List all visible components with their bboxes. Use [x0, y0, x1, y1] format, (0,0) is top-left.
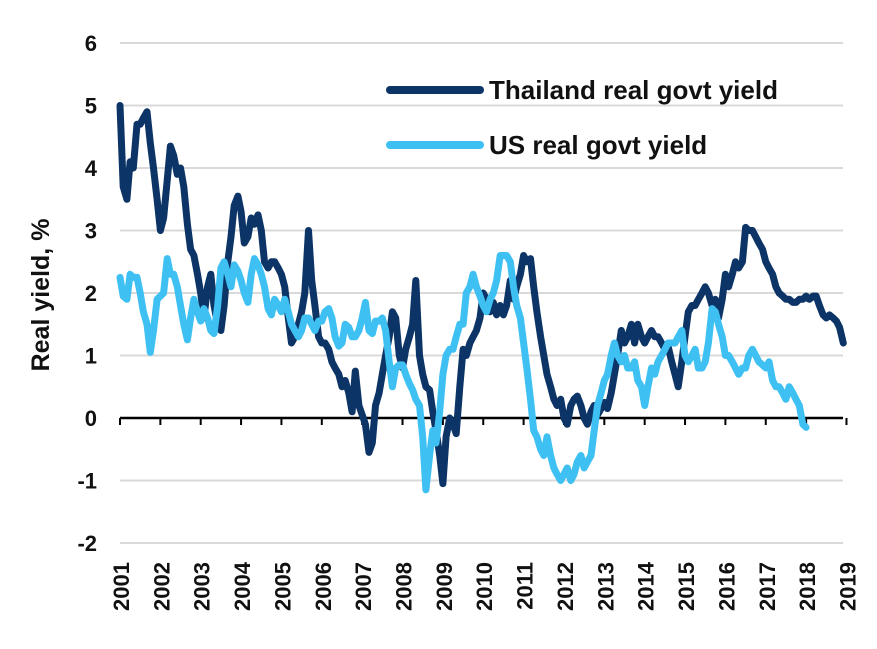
x-tick-label: 2014	[634, 561, 659, 611]
y-tick-label: 2	[85, 281, 97, 306]
y-tick-label: -2	[77, 531, 97, 556]
y-tick-label: 1	[85, 344, 97, 369]
x-tick-label: 2015	[674, 562, 699, 611]
legend-label: US real govt yield	[489, 130, 707, 160]
series-lines	[116, 102, 847, 494]
y-axis-ticks: -2 -1 0 1 2 3 4 5 6	[77, 31, 97, 556]
y-tick-label: 3	[85, 219, 97, 244]
x-tick-label: 2016	[714, 562, 739, 611]
x-tick-label: 2007	[351, 562, 376, 611]
x-tick-label: 2019	[835, 562, 860, 611]
x-tick-label: 2017	[755, 562, 780, 611]
legend: Thailand real govt yield US real govt yie…	[386, 75, 778, 160]
x-tick-label: 2004	[230, 561, 255, 611]
x-tick-label: 2005	[270, 562, 295, 611]
x-tick-label: 2006	[311, 562, 336, 611]
x-tick-label: 2013	[593, 562, 618, 611]
x-tick-label: 2003	[190, 562, 215, 611]
x-tick-label: 2012	[553, 562, 578, 611]
x-tick-label: 2008	[392, 562, 417, 611]
x-tick-label: 2018	[795, 562, 820, 611]
x-axis-ticks: 2001 2002 2003 2004 2005 2006 2007 2008 2009 2010…	[109, 561, 860, 611]
x-tick-label: 2011	[513, 562, 538, 610]
y-axis-label: Real yield, %	[27, 219, 55, 372]
x-tick-label: 2002	[149, 562, 174, 611]
x-axis	[119, 416, 848, 425]
x-tick-label: 2001	[109, 562, 134, 611]
y-tick-label: -1	[77, 469, 97, 494]
legend-label: Thailand real govt yield	[489, 75, 778, 105]
x-tick-label: 2009	[432, 562, 457, 611]
y-tick-label: 6	[85, 31, 97, 56]
y-tick-label: 5	[85, 94, 97, 119]
series-line	[116, 252, 810, 494]
x-tick-label: 2010	[472, 562, 497, 611]
y-tick-label: 4	[85, 156, 98, 181]
y-tick-label: 0	[85, 406, 97, 431]
